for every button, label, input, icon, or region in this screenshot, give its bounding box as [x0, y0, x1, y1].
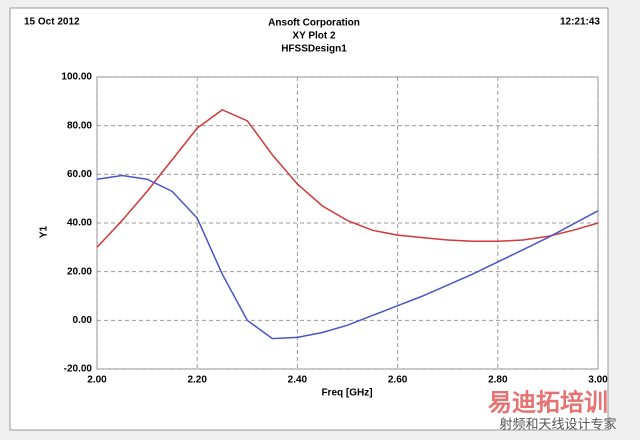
x-tick-label: 2.00: [87, 375, 107, 386]
x-axis-label: Freq [GHz]: [321, 388, 372, 399]
chart-subtitle: HFSSDesign1: [281, 44, 347, 55]
x-tick-label: 2.40: [288, 375, 308, 386]
x-tick-label: 2.60: [388, 375, 408, 386]
date: 15 Oct 2012: [24, 17, 80, 28]
series-line: [96, 174, 599, 340]
y-tick-label: 40.00: [67, 218, 92, 229]
x-tick-label: 2.80: [488, 375, 508, 386]
y-tick-label: 80.00: [67, 120, 92, 131]
watermark-subtitle: 射频和天线设计专家: [499, 416, 616, 431]
y-tick-label: 0.00: [73, 315, 93, 326]
time: 12:21:43: [560, 17, 600, 28]
y-axis-label: Y1: [39, 225, 50, 238]
y-tick-label: 100.00: [61, 72, 92, 83]
y-tick-label: 20.00: [67, 266, 92, 277]
y-tick-label: -20.00: [64, 364, 93, 375]
x-tick-label: 2.20: [187, 375, 207, 386]
company: Ansoft Corporation: [268, 18, 360, 29]
x-tick-label: 3.00: [588, 375, 608, 386]
chart-title: XY Plot 2: [292, 31, 336, 42]
series-line: [96, 108, 599, 248]
y-tick-label: 60.00: [67, 169, 92, 180]
watermark: 易迪拓培训: [488, 388, 608, 416]
plot-area: [96, 76, 599, 370]
